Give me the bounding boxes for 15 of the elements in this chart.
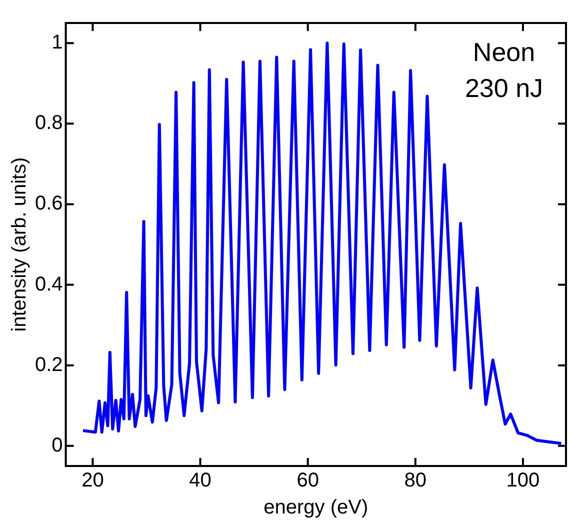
y-tick-label: 1 — [52, 32, 63, 54]
y-tick-label: 0.8 — [34, 112, 63, 134]
y-axis-title: intensity (arb. units) — [8, 157, 31, 332]
x-tick-label: 20 — [82, 470, 104, 492]
annotation: 230 nJ — [464, 73, 544, 104]
x-tick-label: 40 — [189, 470, 212, 492]
y-tick-label: 0 — [52, 434, 63, 456]
y-tick-label: 0.6 — [34, 192, 63, 215]
y-tick-label: 0.4 — [34, 273, 63, 296]
x-tick-label: 100 — [506, 470, 540, 492]
x-tick-label: 80 — [404, 470, 427, 492]
y-tick-label: 0.2 — [34, 354, 63, 376]
x-tick-label: 60 — [296, 470, 319, 492]
annotation: Neon — [472, 37, 536, 68]
x-axis-title: energy (eV) — [264, 496, 368, 519]
